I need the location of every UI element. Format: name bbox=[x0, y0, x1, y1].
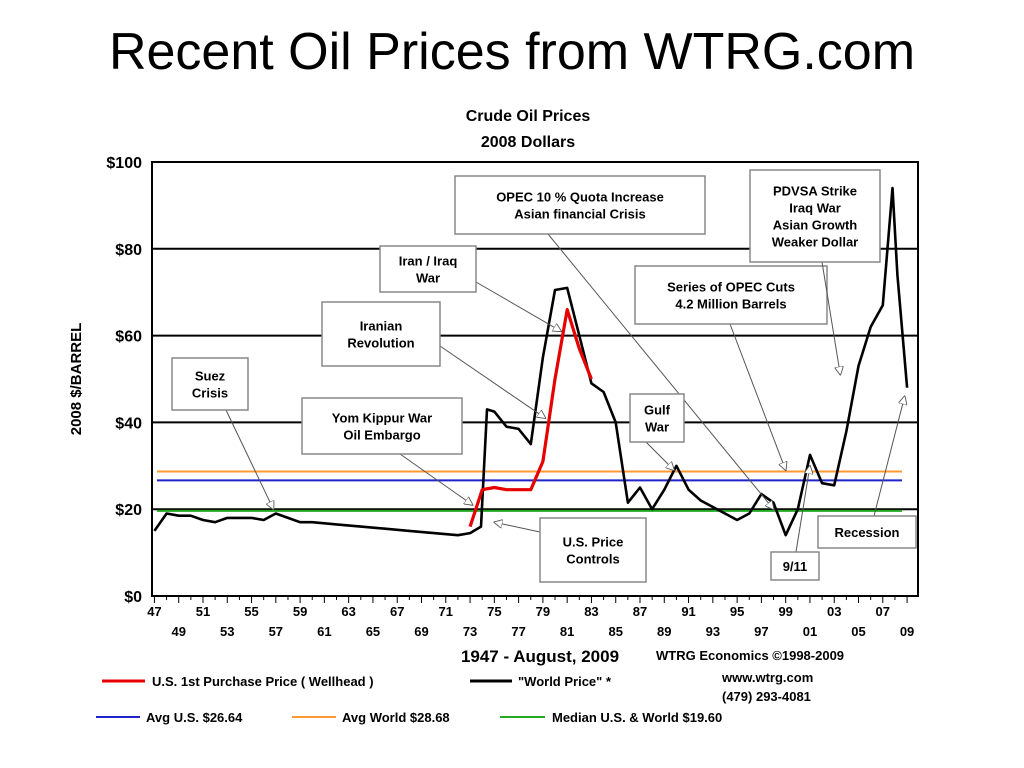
x-tick-label: 55 bbox=[244, 604, 258, 619]
x-tick-label: 57 bbox=[269, 624, 283, 639]
x-tick-label: 75 bbox=[487, 604, 501, 619]
annotation-label: Asian financial Crisis bbox=[514, 207, 646, 222]
legend-label: U.S. 1st Purchase Price ( Wellhead ) bbox=[152, 674, 374, 689]
x-tick-label: 83 bbox=[584, 604, 598, 619]
y-axis-label: 2008 $/BARREL bbox=[68, 323, 85, 436]
x-tick-label: 47 bbox=[147, 604, 161, 619]
annotation-label: 4.2 Million Barrels bbox=[675, 297, 786, 312]
annotation-box bbox=[301, 397, 463, 455]
annotation-label: Yom Kippur War bbox=[332, 411, 432, 426]
annotation-label: Recession bbox=[834, 525, 899, 540]
annotation-label: OPEC 10 % Quota Increase bbox=[496, 190, 664, 205]
x-tick-label: 53 bbox=[220, 624, 234, 639]
x-tick-label: 07 bbox=[876, 604, 890, 619]
annotation-arrow bbox=[821, 261, 840, 375]
chart-subtitle: 2008 Dollars bbox=[481, 134, 575, 151]
x-tick-label: 99 bbox=[778, 604, 792, 619]
series-line bbox=[468, 308, 593, 528]
x-tick-label: 59 bbox=[293, 604, 307, 619]
x-tick-label: 81 bbox=[560, 624, 574, 639]
annotation-label: Crisis bbox=[192, 386, 228, 401]
x-tick-label: 01 bbox=[803, 624, 817, 639]
annotation-label: Weaker Dollar bbox=[772, 235, 858, 250]
x-tick-label: 61 bbox=[317, 624, 331, 639]
y-tick-label: $20 bbox=[115, 502, 142, 519]
annotation-arrow bbox=[873, 396, 905, 517]
annotation-box bbox=[379, 245, 477, 293]
x-tick-label: 65 bbox=[366, 624, 380, 639]
x-tick-label: 87 bbox=[633, 604, 647, 619]
y-tick-label: $100 bbox=[106, 155, 142, 172]
credit-line: www.wtrg.com bbox=[721, 670, 813, 685]
y-tick-label: $40 bbox=[115, 415, 142, 432]
annotation-box bbox=[770, 551, 820, 581]
annotation-label: PDVSA Strike bbox=[773, 184, 857, 199]
credit-line: WTRG Economics ©1998-2009 bbox=[656, 648, 844, 663]
x-tick-label: 93 bbox=[706, 624, 720, 639]
series-line bbox=[153, 186, 909, 537]
annotation-label: Iraq War bbox=[789, 201, 841, 216]
x-tick-label: 63 bbox=[341, 604, 355, 619]
x-tick-label: 05 bbox=[851, 624, 865, 639]
x-tick-label: 09 bbox=[900, 624, 914, 639]
annotation-arrow bbox=[547, 233, 774, 509]
annotation-arrow bbox=[795, 466, 810, 553]
annotation-box bbox=[171, 357, 249, 411]
y-tick-label: $60 bbox=[115, 329, 142, 346]
annotation-label: 9/11 bbox=[783, 559, 808, 574]
annotation-label: Oil Embargo bbox=[343, 428, 420, 443]
chart-title: Crude Oil Prices bbox=[466, 108, 591, 125]
annotation-arrow bbox=[729, 323, 786, 470]
x-tick-label: 67 bbox=[390, 604, 404, 619]
annotation-label: Suez bbox=[195, 369, 226, 384]
annotation-box bbox=[539, 517, 647, 583]
x-tick-label: 91 bbox=[681, 604, 695, 619]
legend-label: Avg U.S. $26.64 bbox=[146, 710, 243, 725]
annotation-label: Iran / Iraq bbox=[399, 254, 458, 269]
x-tick-label: 77 bbox=[511, 624, 525, 639]
annotation-label: War bbox=[416, 271, 440, 286]
x-tick-label: 03 bbox=[827, 604, 841, 619]
annotation-label: Iranian bbox=[360, 319, 403, 334]
annotation-arrow bbox=[225, 409, 273, 509]
annotation-label: Gulf bbox=[644, 403, 671, 418]
annotation-box bbox=[749, 169, 881, 263]
annotation-arrow bbox=[645, 441, 674, 470]
annotation-arrow bbox=[475, 281, 561, 331]
annotation-label: Controls bbox=[566, 552, 619, 567]
legend-label: "World Price" * bbox=[518, 674, 612, 689]
annotation-label: Asian Growth bbox=[773, 218, 858, 233]
x-tick-label: 97 bbox=[754, 624, 768, 639]
x-tick-label: 49 bbox=[171, 624, 185, 639]
x-tick-label: 85 bbox=[608, 624, 622, 639]
legend-label: Avg World $28.68 bbox=[342, 710, 450, 725]
annotation-label: War bbox=[645, 420, 669, 435]
annotation-box bbox=[629, 393, 685, 443]
annotation-arrow bbox=[399, 453, 472, 505]
annotation-box bbox=[321, 301, 441, 367]
x-tick-label: 95 bbox=[730, 604, 744, 619]
slide-title: Recent Oil Prices from WTRG.com bbox=[108, 23, 916, 81]
annotation-arrow bbox=[494, 522, 541, 533]
annotation-label: Series of OPEC Cuts bbox=[667, 280, 795, 295]
x-tick-label: 69 bbox=[414, 624, 428, 639]
x-tick-label: 51 bbox=[196, 604, 210, 619]
annotation-arrow bbox=[439, 345, 545, 418]
legend-label: Median U.S. & World $19.60 bbox=[552, 710, 722, 725]
x-axis-label: 1947 - August, 2009 bbox=[461, 647, 619, 666]
annotation-label: U.S. Price bbox=[563, 535, 624, 550]
y-tick-label: $80 bbox=[115, 242, 142, 259]
y-tick-label: $0 bbox=[124, 589, 142, 606]
x-tick-label: 89 bbox=[657, 624, 671, 639]
x-tick-label: 79 bbox=[536, 604, 550, 619]
annotation-label: Revolution bbox=[347, 336, 414, 351]
annotation-box bbox=[454, 175, 706, 235]
annotation-box bbox=[817, 515, 917, 549]
annotation-box bbox=[634, 265, 828, 325]
credit-line: (479) 293-4081 bbox=[722, 689, 811, 704]
x-tick-label: 71 bbox=[439, 604, 453, 619]
x-tick-label: 73 bbox=[463, 624, 477, 639]
